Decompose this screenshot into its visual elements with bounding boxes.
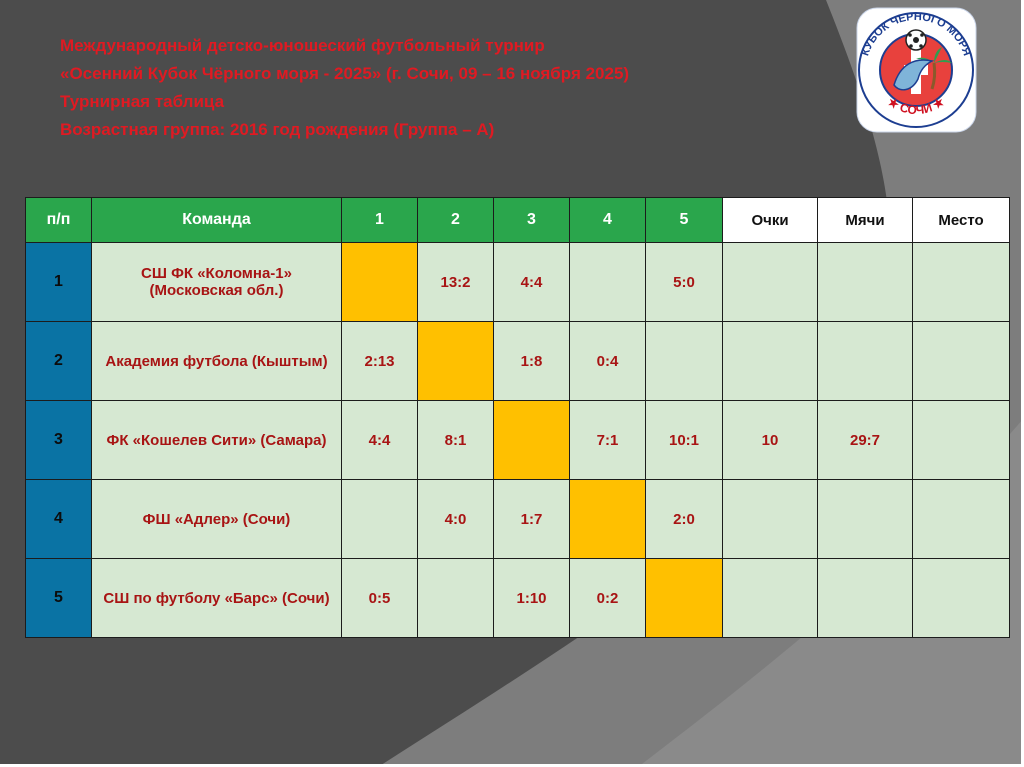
team-name-cell: ФК «Кошелев Сити» (Самара) [91,400,342,480]
points-cell [722,558,818,638]
logo-bottom-text: ★ СОЧИ ★ [885,94,947,117]
header-cell-goals: Мячи [817,197,913,243]
place-cell [912,400,1010,480]
goals-cell [817,242,913,322]
score-cell: 4:0 [417,479,494,559]
title-line-4: Возрастная группа: 2016 год рождения (Гр… [60,120,495,139]
place-cell [912,479,1010,559]
score-cell [569,242,646,322]
row-number-cell: 2 [25,321,92,401]
score-cell [341,479,418,559]
score-cell: 2:0 [645,479,723,559]
soccer-ball-icon [905,29,927,51]
table-header-row: п/п Команда 1 2 3 4 5 Очки Мячи Место [25,197,1010,243]
table-row: 2 Академия футбола (Кыштым) 2:13 1:8 0:4 [25,321,1010,401]
score-cell: 8:1 [417,400,494,480]
title-line-2: «Осенний Кубок Чёрного моря - 2025» (г. … [60,64,630,83]
points-cell [722,321,818,401]
score-cell [569,479,646,559]
score-cell: 4:4 [341,400,418,480]
goals-cell [817,321,913,401]
team-name-cell: ФШ «Адлер» (Сочи) [91,479,342,559]
tournament-table: п/п Команда 1 2 3 4 5 Очки Мячи Место 1 … [25,197,1010,638]
score-cell: 5:0 [645,242,723,322]
title-line-1: Международный детско-юношеский футбольны… [60,36,545,55]
row-number-cell: 4 [25,479,92,559]
score-cell: 0:4 [569,321,646,401]
palm-tree-icon [916,47,952,90]
header-cell-4: 4 [569,197,646,243]
header-cell-2: 2 [417,197,494,243]
goals-cell [817,479,913,559]
score-cell: 2:13 [341,321,418,401]
table-row: 3 ФК «Кошелев Сити» (Самара) 4:4 8:1 7:1… [25,400,1010,480]
header-cell-num: п/п [25,197,92,243]
points-cell: 10 [722,400,818,480]
row-number-cell: 1 [25,242,92,322]
table-row: 4 ФШ «Адлер» (Сочи) 4:0 1:7 2:0 [25,479,1010,559]
score-cell: 1:7 [493,479,570,559]
team-name-cell: СШ по футболу «Барс» (Сочи) [91,558,342,638]
tournament-logo: КУБОК ЧЕРНОГО МОРЯ ★ СОЧИ ★ [856,7,977,133]
team-name-cell: Академия футбола (Кыштым) [91,321,342,401]
header-cell-team: Команда [91,197,342,243]
score-cell: 1:8 [493,321,570,401]
row-number-cell: 3 [25,400,92,480]
score-cell [493,400,570,480]
row-number-cell: 5 [25,558,92,638]
score-cell: 10:1 [645,400,723,480]
goals-cell: 29:7 [817,400,913,480]
place-cell [912,321,1010,401]
score-cell: 13:2 [417,242,494,322]
header-cell-3: 3 [493,197,570,243]
header-cell-place: Место [912,197,1010,243]
score-cell [417,558,494,638]
score-cell [645,558,723,638]
score-cell [645,321,723,401]
score-cell [341,242,418,322]
header-cell-1: 1 [341,197,418,243]
dolphin-icon [893,59,935,91]
table-row: 1 СШ ФК «Коломна-1» (Московская обл.) 13… [25,242,1010,322]
header-cell-5: 5 [645,197,723,243]
team-name-cell: СШ ФК «Коломна-1» (Московская обл.) [91,242,342,322]
goals-cell [817,558,913,638]
header-cell-points: Очки [722,197,818,243]
score-cell: 1:10 [493,558,570,638]
score-cell: 7:1 [569,400,646,480]
title-line-3: Турнирная таблица [60,92,225,111]
slide-title: Международный детско-юношеский футбольны… [60,32,820,144]
score-cell [417,321,494,401]
place-cell [912,242,1010,322]
points-cell [722,479,818,559]
svg-text:★ СОЧИ ★: ★ СОЧИ ★ [885,94,947,117]
table-row: 5 СШ по футболу «Барс» (Сочи) 0:5 1:10 0… [25,558,1010,638]
score-cell: 4:4 [493,242,570,322]
score-cell: 0:2 [569,558,646,638]
place-cell [912,558,1010,638]
points-cell [722,242,818,322]
score-cell: 0:5 [341,558,418,638]
